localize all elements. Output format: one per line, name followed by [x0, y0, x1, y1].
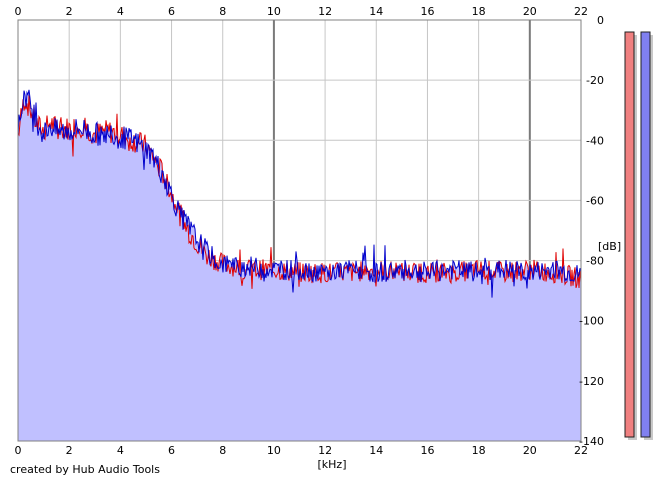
- y-tick-label: -140: [579, 435, 604, 448]
- plot-border: [17, 19, 582, 442]
- x-tick-label-bottom: 18: [472, 444, 486, 457]
- spectrum-line-2: [17, 89, 582, 298]
- x-tick-label-top: 14: [369, 5, 383, 18]
- x-tick-label-bottom: 10: [267, 444, 281, 457]
- y-tick-label: -120: [579, 375, 604, 388]
- x-axis-unit: [kHz]: [318, 458, 347, 471]
- x-tick-label-bottom: 14: [369, 444, 383, 457]
- tick-labels: 002244668810101212141416161818202022220-…: [15, 5, 605, 457]
- x-tick-label-top: 10: [267, 5, 281, 18]
- x-tick-label-bottom: 2: [66, 444, 73, 457]
- plot-frame: [17, 19, 582, 442]
- y-tick-label: -80: [586, 255, 604, 268]
- y-tick-label: -100: [579, 315, 604, 328]
- x-tick-label-bottom: 12: [318, 444, 332, 457]
- y-tick-label: -20: [586, 74, 604, 87]
- y-tick-label: 0: [597, 14, 604, 27]
- x-tick-label-bottom: 4: [117, 444, 124, 457]
- level-meter-1: [624, 31, 635, 438]
- x-tick-label-top: 6: [168, 5, 175, 18]
- x-tick-label-top: 12: [318, 5, 332, 18]
- level-meter-2: [640, 31, 651, 438]
- x-tick-label-top: 0: [15, 5, 22, 18]
- x-tick-label-bottom: 6: [168, 444, 175, 457]
- x-tick-label-top: 22: [574, 5, 588, 18]
- x-tick-label-bottom: 20: [523, 444, 537, 457]
- y-axis-unit: [dB]: [598, 240, 621, 253]
- x-tick-label-top: 20: [523, 5, 537, 18]
- x-tick-label-bottom: 22: [574, 444, 588, 457]
- x-tick-label-bottom: 8: [219, 444, 226, 457]
- x-tick-label-top: 8: [219, 5, 226, 18]
- y-tick-label: -40: [586, 134, 604, 147]
- spectrum-fill: [18, 89, 581, 442]
- x-tick-label-top: 16: [420, 5, 434, 18]
- y-tick-label: -60: [586, 194, 604, 207]
- level-meters: [624, 31, 653, 440]
- x-tick-label-bottom: 16: [420, 444, 434, 457]
- spectrum-series: [17, 89, 582, 298]
- x-tick-label-top: 4: [117, 5, 124, 18]
- x-tick-label-bottom: 0: [15, 444, 22, 457]
- spectrum-area: [18, 89, 581, 442]
- x-tick-label-top: 18: [472, 5, 486, 18]
- credit-text: created by Hub Audio Tools: [10, 463, 160, 476]
- x-tick-label-top: 2: [66, 5, 73, 18]
